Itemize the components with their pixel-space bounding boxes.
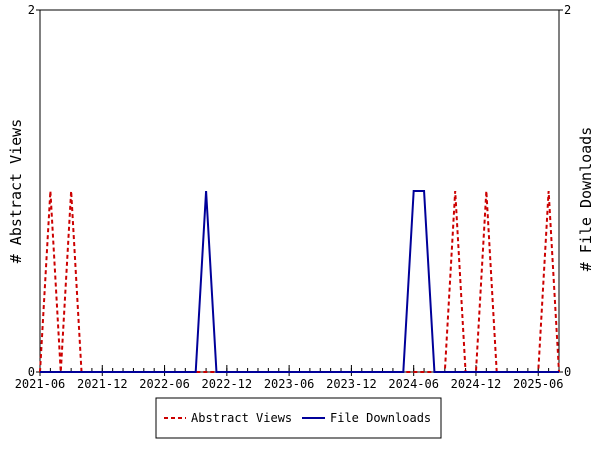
x-tick-label: 2021-12 (77, 377, 128, 391)
series-group (39, 190, 560, 373)
legend: Abstract Views File Downloads (155, 397, 442, 439)
x-tick-label: 2025-06 (513, 377, 564, 391)
x-tick-label: 2024-06 (388, 377, 439, 391)
legend-box (155, 397, 442, 439)
plot-area (39, 9, 560, 373)
y2-tick-label: 2 (564, 3, 571, 17)
y-tick-label: 2 (28, 3, 35, 17)
x-tick-label: 2022-06 (139, 377, 190, 391)
x-tick-label: 2022-12 (202, 377, 253, 391)
x-tick-label: 2023-12 (326, 377, 377, 391)
legend-label-file-downloads: File Downloads (330, 411, 431, 425)
y-tick-label: 0 (28, 365, 35, 379)
x-tick-label: 2021-06 (15, 377, 66, 391)
series-line-file-downloads (40, 190, 559, 373)
y2-axis-title: # File Downloads (577, 127, 595, 272)
legend-label-abstract-views: Abstract Views (191, 411, 292, 425)
x-tick-label: 2024-12 (451, 377, 502, 391)
x-tick-label: 2023-06 (264, 377, 315, 391)
x-axis-ticks: 2021-06 2021-12 2022-06 2022-12 2023-06 2023-… (15, 365, 564, 391)
y2-tick-label: 0 (564, 365, 571, 379)
y-axis-title: # Abstract Views (7, 119, 25, 264)
